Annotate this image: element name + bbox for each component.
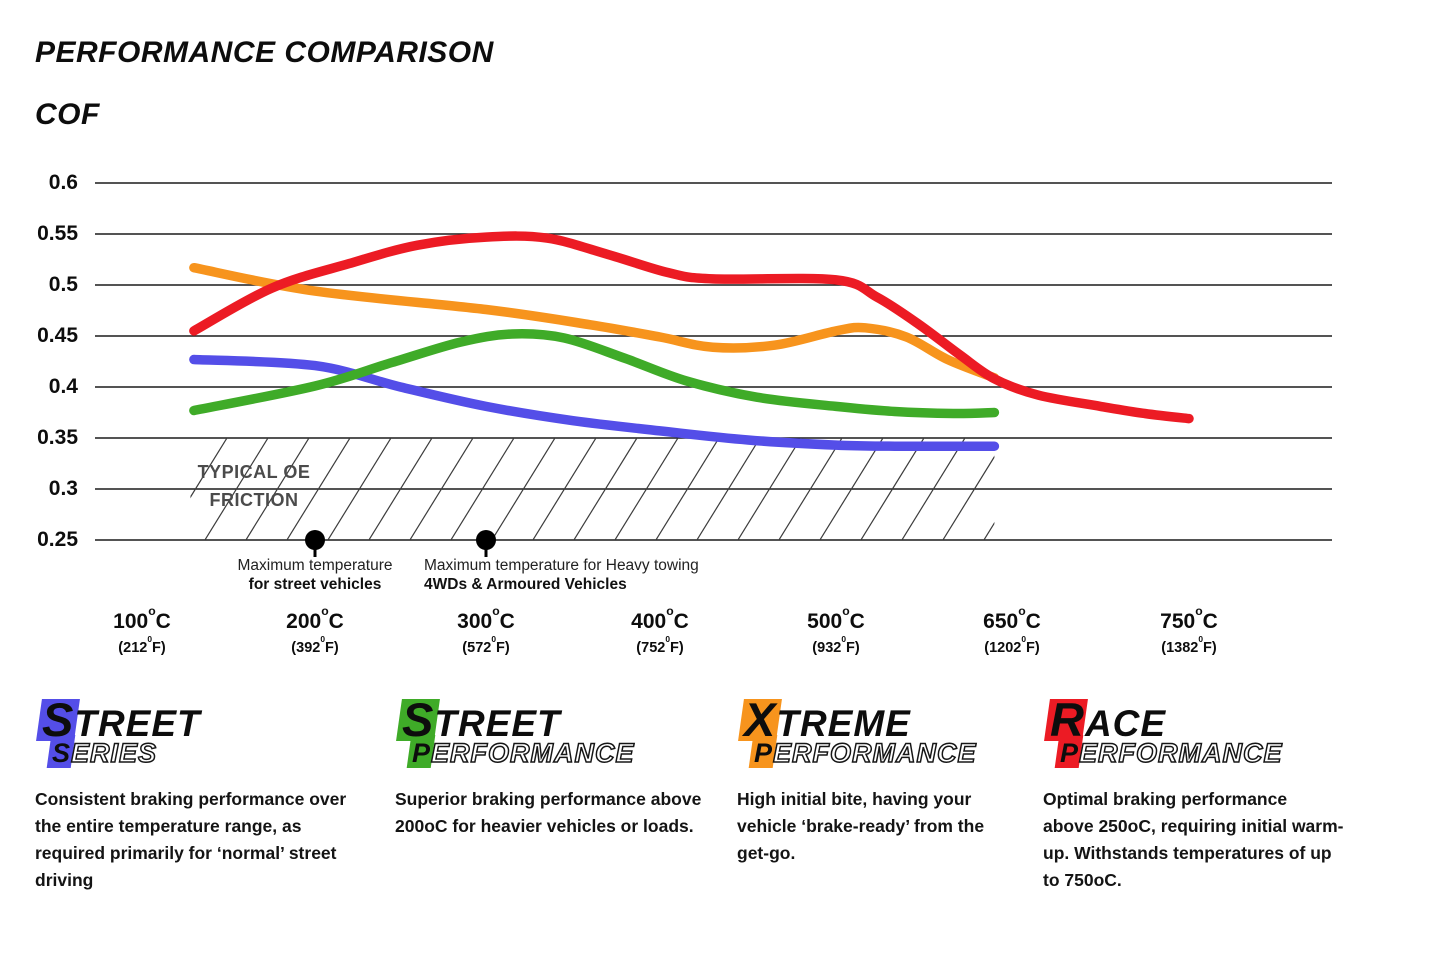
x-tick-fahrenheit: (2120F) (118, 634, 166, 656)
logo-word1: XTREME (744, 692, 911, 747)
logo-word1: STREET (402, 692, 561, 747)
logo-word1-rest: TREET (434, 703, 561, 744)
legend-street-series: STREET SERIES Consistent braking performan… (35, 693, 357, 894)
x-tick-celsius: 650oC (983, 603, 1041, 633)
page-title: PERFORMANCE COMPARISON (35, 36, 494, 69)
brand-logo: RACE PERFORMANCE (1043, 693, 1361, 772)
x-tick-label-100: 100oC (2120F) (67, 604, 217, 657)
series-line-street-performance (189, 329, 1000, 419)
y-tick-label-0.6: 0.6 (48, 171, 78, 194)
annotation-line2: 4WDs & Armoured Vehicles (424, 576, 627, 593)
annotation-300: Maximum temperature for Heavy towing 4WDs… (424, 556, 744, 594)
x-tick-label-300: 300oC (5720F) (411, 604, 561, 657)
logo-word2-initial: P (754, 738, 774, 768)
y-tick-label-0.55: 0.55 (37, 222, 78, 245)
max-temperature-marker-200 (305, 530, 325, 550)
x-tick-label-650: 650oC (12020F) (937, 604, 1087, 657)
brand-logo: STREET SERIES (35, 693, 357, 772)
x-tick-celsius: 200oC (286, 603, 344, 633)
logo-word2: SERIES (52, 737, 158, 769)
legend-description: Superior braking performance above 200oC… (395, 789, 702, 836)
logo-word1-initial: X (744, 693, 777, 746)
x-tick-label-750: 750oC (13820F) (1114, 604, 1264, 657)
annotation-line2: for street vehicles (248, 576, 382, 593)
legend-description: High initial bite, having your vehicle ‘… (737, 789, 985, 863)
y-tick-label-0.35: 0.35 (37, 426, 78, 449)
x-tick-label-400: 400oC (7520F) (585, 604, 735, 657)
series-line-race-performance (189, 231, 1194, 424)
x-tick-celsius: 500oC (807, 603, 865, 633)
legend-xtreme-performance: XTREME PERFORMANCE High initial bite, havi… (737, 693, 1019, 867)
legend-description: Consistent braking performance over the … (35, 789, 347, 890)
x-tick-fahrenheit: (5720F) (462, 634, 510, 656)
logo-word1-rest: ACE (1084, 703, 1167, 744)
legend-race-performance: RACE PERFORMANCE Optimal braking performan… (1043, 693, 1361, 894)
logo-word2-rest: ERIES (70, 737, 158, 769)
brand-logo: STREET PERFORMANCE (395, 693, 713, 772)
logo-word2: PERFORMANCE (754, 737, 977, 769)
annotation-line1: Maximum temperature (237, 557, 393, 574)
logo-word2: PERFORMANCE (1060, 737, 1283, 769)
legend-street-performance: STREET PERFORMANCE Superior braking perfor… (395, 693, 713, 840)
logo-word1: STREET (42, 692, 201, 747)
logo-word2-initial: P (412, 738, 432, 768)
legend-description: Optimal braking performance above 250oC,… (1043, 789, 1344, 890)
y-axis-title: COF (35, 98, 100, 131)
logo-word1-rest: TREME (776, 703, 911, 744)
x-tick-fahrenheit: (7520F) (636, 634, 684, 656)
annotation-200: Maximum temperature for street vehicles (185, 556, 445, 594)
x-tick-fahrenheit: (13820F) (1161, 634, 1217, 656)
x-tick-label-500: 500oC (9320F) (761, 604, 911, 657)
logo-word2-initial: P (1060, 738, 1080, 768)
y-tick-label-0.45: 0.45 (37, 324, 78, 347)
max-temperature-marker-300 (476, 530, 496, 550)
logo-word1-rest: TREET (74, 703, 201, 744)
y-tick-label-0.3: 0.3 (48, 477, 78, 500)
x-tick-fahrenheit: (9320F) (812, 634, 860, 656)
y-tick-label-0.25: 0.25 (37, 528, 78, 551)
x-tick-fahrenheit: (12020F) (984, 634, 1040, 656)
x-tick-celsius: 400oC (631, 603, 689, 633)
logo-word2: PERFORMANCE (412, 737, 635, 769)
logo-word1-initial: S (42, 693, 75, 746)
x-tick-celsius: 100oC (113, 603, 171, 633)
series-line-xtreme-performance (189, 262, 1000, 383)
y-tick-label-0.5: 0.5 (48, 273, 78, 296)
logo-word2-rest: ERFORMANCE (772, 737, 977, 769)
x-tick-fahrenheit: (3920F) (291, 634, 339, 656)
logo-word1: RACE (1050, 692, 1166, 747)
logo-word1-initial: S (402, 693, 435, 746)
oe-friction-hatch (190, 438, 995, 540)
oe-friction-label: TYPICAL OE FRICTION (197, 462, 311, 510)
y-tick-label-0.4: 0.4 (48, 375, 78, 398)
logo-word2-rest: ERFORMANCE (430, 737, 635, 769)
logo-word1-initial: R (1050, 693, 1085, 746)
x-tick-label-200: 200oC (3920F) (240, 604, 390, 657)
x-tick-celsius: 300oC (457, 603, 515, 633)
brand-logo: XTREME PERFORMANCE (737, 693, 1019, 772)
logo-word2-rest: ERFORMANCE (1078, 737, 1283, 769)
x-tick-celsius: 750oC (1160, 603, 1218, 633)
series-line-street-series (189, 354, 1000, 451)
logo-word2-initial: S (52, 738, 72, 768)
cof-temperature-chart (95, 182, 1332, 557)
annotation-line1: Maximum temperature for Heavy towing (424, 557, 699, 574)
